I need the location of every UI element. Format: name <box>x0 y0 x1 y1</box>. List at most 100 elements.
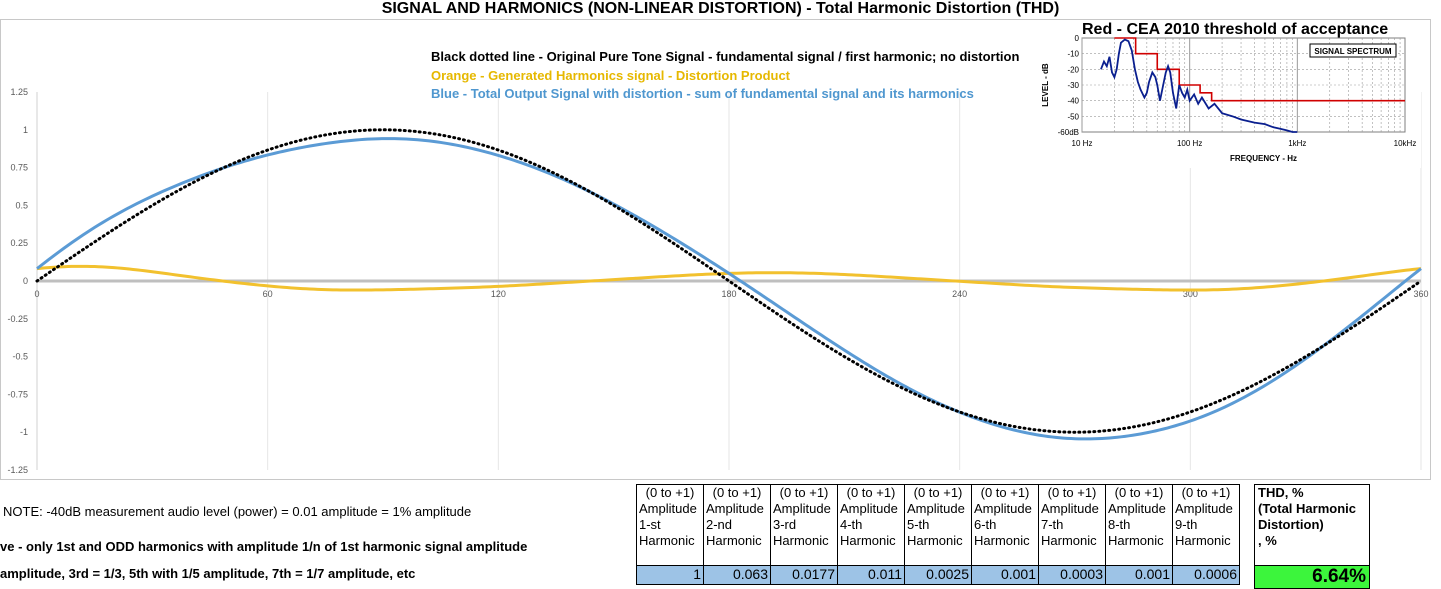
harmonic-amplitude-value[interactable]: 0.0003 <box>1038 565 1106 585</box>
harmonic-header-harm: Harmonic <box>840 533 896 548</box>
inset-x-tick-label: 10 Hz <box>1072 139 1093 148</box>
legend-original: Black dotted line - Original Pure Tone S… <box>431 49 1020 64</box>
harmonic-amplitude-value[interactable]: 0.063 <box>703 565 771 585</box>
y-tick-label: 0 <box>23 276 28 286</box>
series-line-original <box>35 128 1423 434</box>
x-tick-label: 60 <box>263 289 273 299</box>
harmonic-header-harm: Harmonic <box>1041 533 1097 548</box>
harmonic-amplitude-value[interactable]: 0.0177 <box>770 565 838 585</box>
harmonic-header-amp: Amplitude <box>1175 501 1233 516</box>
note-odd-harmonics: ve - only 1st and ODD harmonics with amp… <box>0 539 528 554</box>
harmonic-header-cell: (0 to +1) Amplitude 1-st Harmonic <box>636 484 704 566</box>
harmonic-header-amp: Amplitude <box>1108 501 1166 516</box>
note-measurement: NOTE: -40dB measurement audio level (pow… <box>3 504 472 519</box>
harmonics-value-row: 1 0.063 0.0177 0.011 0.0025 0.001 0.0003 0.001 0… <box>636 565 1240 585</box>
harmonic-header-ord: 2-nd <box>706 517 733 532</box>
thd-table: THD, % (Total Harmonic Distortion) , % 6… <box>1254 484 1370 589</box>
harmonic-header-harm: Harmonic <box>1108 533 1164 548</box>
harmonic-header-ord: 9-th <box>1175 517 1198 532</box>
harmonic-amplitude-value[interactable]: 0.001 <box>1105 565 1173 585</box>
inset-x-tick-label: 10kHz <box>1394 139 1417 148</box>
harmonics-header-row: (0 to +1) Amplitude 1-st Harmonic (0 to +1) A… <box>636 484 1240 566</box>
note-amplitude-ratio: amplitude, 3rd = 1/3, 5th with 1/5 ampli… <box>0 566 416 581</box>
harmonic-header-ord: 6-th <box>974 517 997 532</box>
inset-y-axis-label: LEVEL - dB <box>1041 63 1050 107</box>
y-tick-label: 0.75 <box>10 163 28 173</box>
harmonic-header-harm: Harmonic <box>639 533 695 548</box>
y-tick-label: -1.25 <box>7 465 28 475</box>
harmonic-header-harm: Harmonic <box>706 533 762 548</box>
y-tick-label: -0.5 <box>12 352 28 362</box>
harmonic-header-ord: 7-th <box>1041 517 1064 532</box>
inset-x-axis-label: FREQUENCY - Hz <box>1230 154 1297 163</box>
harmonic-header-ord: 4-th <box>840 517 863 532</box>
page-title: SIGNAL AND HARMONICS (NON-LINEAR DISTORT… <box>381 0 1060 17</box>
inset-x-tick-label: 1kHz <box>1288 139 1306 148</box>
harmonic-header-amp: Amplitude <box>840 501 898 516</box>
harmonic-header-range: (0 to +1) <box>1114 485 1164 500</box>
y-tick-label: -0.25 <box>7 314 28 324</box>
harmonic-header-cell: (0 to +1) Amplitude 8-th Harmonic <box>1105 484 1173 566</box>
harmonic-header-cell: (0 to +1) Amplitude 6-th Harmonic <box>971 484 1039 566</box>
harmonic-amplitude-value[interactable]: 0.011 <box>837 565 905 585</box>
harmonic-header-amp: Amplitude <box>907 501 965 516</box>
inset-title-box <box>1309 43 1397 58</box>
harmonic-amplitude-value[interactable]: 0.0025 <box>904 565 972 585</box>
y-tick-label: -0.75 <box>7 389 28 399</box>
thd-label: THD, % <box>1258 485 1304 500</box>
harmonic-header-amp: Amplitude <box>706 501 764 516</box>
harmonic-header-range: (0 to +1) <box>645 485 695 500</box>
y-tick-label: 0.5 <box>15 200 28 210</box>
harmonic-header-harm: Harmonic <box>907 533 963 548</box>
harmonics-table: (0 to +1) Amplitude 1-st Harmonic (0 to +1) A… <box>636 484 1240 585</box>
inset-chart-title: SIGNAL SPECTRUM <box>1314 47 1392 56</box>
inset-y-tick-label: -60dB <box>1058 128 1079 137</box>
inset-series-threshold <box>1114 37 1405 102</box>
harmonic-header-amp: Amplitude <box>974 501 1032 516</box>
inset-series-spectrum <box>1100 38 1298 133</box>
y-tick-label: 0.25 <box>10 238 28 248</box>
x-tick-label: 120 <box>491 289 506 299</box>
harmonic-header-range: (0 to +1) <box>712 485 762 500</box>
inset-y-tick-label: -10 <box>1067 50 1079 59</box>
thd-label: (Total Harmonic <box>1258 501 1356 516</box>
harmonic-header-cell: (0 to +1) Amplitude 4-th Harmonic <box>837 484 905 566</box>
harmonic-header-cell: (0 to +1) Amplitude 3-rd Harmonic <box>770 484 838 566</box>
harmonic-header-harm: Harmonic <box>1175 533 1231 548</box>
harmonic-header-harm: Harmonic <box>974 533 1030 548</box>
inset-y-tick-label: -40 <box>1067 97 1079 106</box>
thd-label-cell: THD, % (Total Harmonic Distortion) , % <box>1254 484 1370 566</box>
y-tick-label: 1 <box>23 125 28 135</box>
harmonic-amplitude-value[interactable]: 1 <box>636 565 704 585</box>
harmonic-header-amp: Amplitude <box>1041 501 1099 516</box>
inset-y-tick-label: -50 <box>1067 112 1079 121</box>
inset-y-tick-label: 0 <box>1075 34 1080 43</box>
thd-label: Distortion) <box>1258 517 1324 532</box>
thd-label: , % <box>1258 533 1277 548</box>
y-tick-label: -1 <box>20 427 28 437</box>
harmonic-amplitude-value[interactable]: 0.0006 <box>1172 565 1240 585</box>
harmonic-header-cell: (0 to +1) Amplitude 2-nd Harmonic <box>703 484 771 566</box>
inset-y-tick-label: -20 <box>1067 65 1079 74</box>
harmonic-header-ord: 1-st <box>639 517 661 532</box>
spectrum-inset: 0 -10 -20 -30 -40 -50 -60dB 10 Hz 100 Hz 1kHz 10kH… <box>1036 20 1421 168</box>
harmonic-header-range: (0 to +1) <box>1181 485 1231 500</box>
legend-harmonics: Orange - Generated Harmonics signal - Di… <box>431 68 791 83</box>
chart-frame: 1.25 1 0.75 0.5 0.25 0 -0.25 -0.5 -0.75 -1 -1.25 0 6… <box>0 19 1431 480</box>
series-line-total <box>36 137 1422 441</box>
harmonic-header-range: (0 to +1) <box>980 485 1030 500</box>
inset-x-tick-label: 100 Hz <box>1177 139 1202 148</box>
x-tick-label: 240 <box>952 289 967 299</box>
x-tick-label: 0 <box>34 289 39 299</box>
harmonic-header-amp: Amplitude <box>773 501 831 516</box>
harmonic-header-ord: 3-rd <box>773 517 797 532</box>
harmonic-header-ord: 8-th <box>1108 517 1131 532</box>
harmonic-header-amp: Amplitude <box>639 501 697 516</box>
harmonic-header-cell: (0 to +1) Amplitude 5-th Harmonic <box>904 484 972 566</box>
inset-y-tick-label: -30 <box>1067 81 1079 90</box>
harmonic-header-range: (0 to +1) <box>846 485 896 500</box>
harmonic-header-harm: Harmonic <box>773 533 829 548</box>
harmonic-amplitude-value[interactable]: 0.001 <box>971 565 1039 585</box>
x-tick-label: 180 <box>721 289 736 299</box>
y-tick-label: 1.25 <box>10 87 28 97</box>
